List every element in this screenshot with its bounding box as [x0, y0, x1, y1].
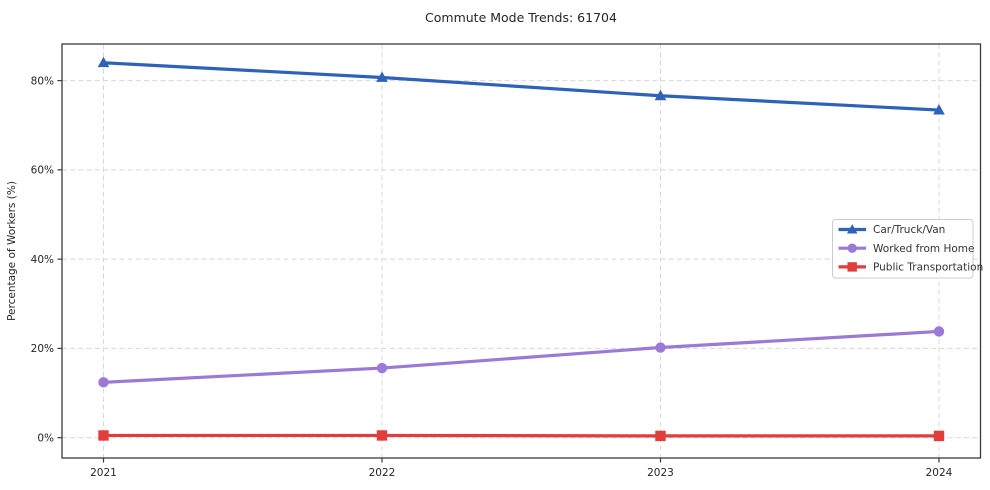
x-tick-label: 2022 [369, 467, 396, 479]
plot-border [61, 43, 982, 459]
marker-car-truck-van-2023 [654, 89, 667, 101]
y-axis-label: Percentage of Workers (%) [6, 181, 18, 321]
y-tick-label: 0% [37, 432, 54, 444]
marker-public-transportation-2024 [933, 430, 945, 442]
series-line-worked-from-home [101, 329, 941, 384]
legend-item-car-truck-van: Car/Truck/Van [838, 224, 945, 236]
chart-title: Commute Mode Trends: 61704 [425, 10, 617, 25]
x-tick-label: 2021 [90, 467, 117, 479]
y-tick-label: 20% [31, 343, 54, 355]
marker-worked-from-home-2021 [98, 377, 109, 388]
y-tick-label: 60% [31, 165, 54, 177]
grid-layer [62, 44, 981, 458]
series-layer [97, 56, 945, 442]
marker-public-transportation-2022 [376, 430, 388, 441]
legend-item-public-transportation: Public Transportation [838, 262, 983, 274]
legend-item-worked-from-home: Worked from Home [838, 243, 974, 255]
legend-label: Worked from Home [873, 243, 974, 255]
legend-label: Public Transportation [873, 262, 983, 274]
marker-public-transportation-2023 [655, 430, 666, 442]
y-tick-label: 80% [31, 75, 54, 87]
legend-label: Car/Truck/Van [873, 224, 945, 236]
legend: Car/Truck/Van Worked from Home Public Tran… [832, 219, 983, 279]
marker-car-truck-van-2022 [376, 71, 388, 82]
legend-marker-triangle [846, 224, 858, 234]
legend-box [832, 219, 974, 279]
marker-worked-from-home-2022 [376, 362, 388, 374]
legend-marker-square [847, 262, 857, 272]
legend-marker-circle [847, 243, 857, 253]
marker-car-truck-van-2024 [933, 104, 945, 115]
marker-car-truck-van-2021 [97, 56, 110, 68]
y-tick-label: 40% [31, 254, 54, 266]
marker-public-transportation-2021 [98, 430, 109, 441]
series-line-car-truck-van [101, 61, 941, 112]
marker-worked-from-home-2023 [655, 342, 666, 353]
axes-layer: 0% 20% 40% 60% 80% 2021 2022 2023 2024 [31, 43, 982, 479]
x-tick-label: 2024 [926, 467, 953, 479]
marker-worked-from-home-2024 [933, 326, 945, 337]
x-tick-label: 2023 [647, 467, 674, 479]
